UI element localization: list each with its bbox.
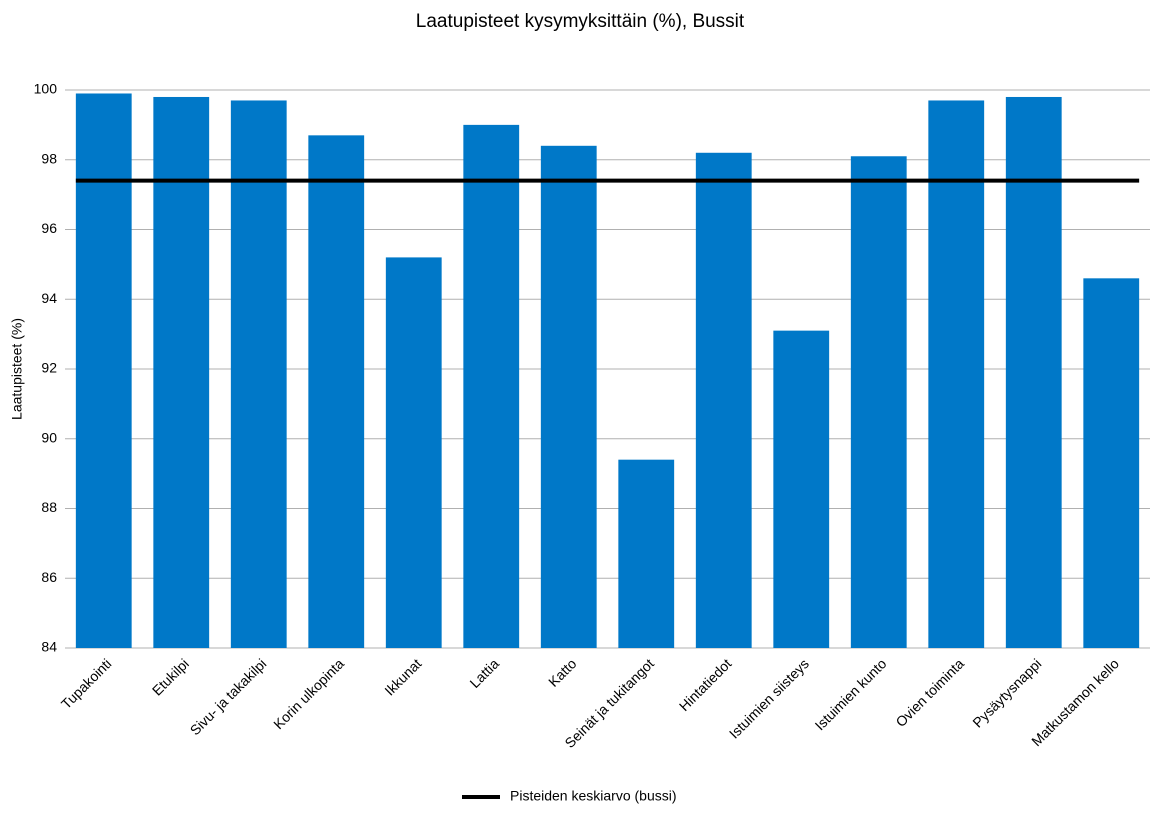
x-tick-label: Korin ulkopinta: [270, 655, 347, 732]
bar: [463, 124, 520, 648]
y-tick-label: 88: [41, 499, 57, 515]
bar: [928, 100, 985, 648]
x-tick-label: Istuimien siisteys: [726, 655, 812, 741]
bar: [230, 100, 287, 648]
x-tick-label: Sivu- ja takakilpi: [187, 655, 270, 738]
x-tick-label: Ovien toiminta: [892, 655, 967, 730]
y-axis-label: Laatupisteet (%): [9, 318, 25, 420]
bar: [1083, 278, 1140, 648]
x-tick-label: Tupakointi: [58, 655, 115, 712]
bar: [75, 93, 132, 649]
bar: [618, 459, 675, 648]
y-tick-label: 92: [41, 360, 57, 376]
x-tick-label: Katto: [545, 655, 580, 690]
y-tick-label: 100: [34, 81, 58, 97]
y-tick-label: 98: [41, 150, 57, 166]
bar: [153, 96, 210, 649]
y-tick-label: 86: [41, 569, 57, 585]
x-tick-label: Ikkunat: [381, 655, 424, 698]
bar: [385, 257, 442, 648]
x-tick-label: Istuimien kunto: [812, 655, 890, 733]
x-tick-label: Pysäytysnappi: [969, 655, 1044, 730]
chart-title: Laatupisteet kysymyksittäin (%), Bussit: [416, 11, 745, 32]
y-tick-label: 90: [41, 429, 57, 445]
legend-label: Pisteiden keskiarvo (bussi): [510, 788, 677, 804]
x-tick-label: Etukilpi: [149, 655, 192, 698]
x-tick-label: Hintatiedot: [676, 655, 735, 714]
bar: [695, 152, 752, 648]
bar: [1005, 96, 1062, 649]
bar: [540, 145, 597, 649]
bar: [308, 135, 365, 648]
y-tick-label: 84: [41, 639, 57, 655]
y-tick-label: 96: [41, 220, 57, 236]
x-tick-label: Lattia: [466, 655, 502, 691]
y-tick-label: 94: [41, 290, 57, 306]
bar: [850, 156, 907, 648]
x-tick-label: Matkustamon kello: [1028, 655, 1122, 749]
bar: [773, 330, 830, 648]
